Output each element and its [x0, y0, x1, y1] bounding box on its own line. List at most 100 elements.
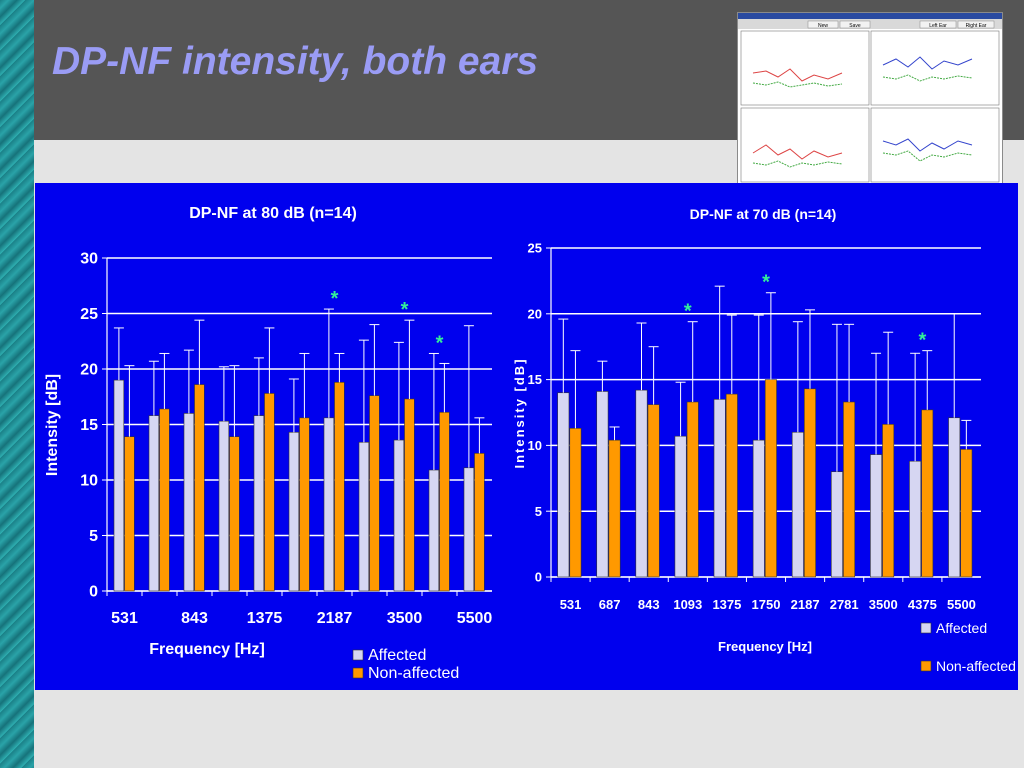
thumbnail-toolbar-save: Save [849, 23, 861, 29]
thumbnail-toolbar-right-ear: Right Ear [966, 23, 987, 29]
significance-marker: * [436, 332, 444, 354]
bar-non-affected [369, 395, 380, 592]
x-tick-label: 2187 [317, 610, 353, 627]
bar-affected [752, 439, 765, 578]
bar-affected [463, 467, 475, 592]
bar-affected [393, 439, 405, 592]
legend-label-affected: Affected [368, 647, 426, 664]
x-tick-label: 4375 [908, 597, 937, 612]
x-tick-label: 531 [111, 610, 138, 627]
bar-non-affected [569, 427, 582, 578]
bar-affected [148, 415, 160, 592]
bar-affected [428, 469, 440, 592]
x-tick-label: 843 [638, 597, 660, 612]
x-tick-label: 1093 [673, 597, 702, 612]
bar-non-affected [686, 401, 699, 578]
x-tick-label: 5500 [947, 597, 976, 612]
bar-non-affected [404, 398, 415, 592]
y-tick-label: 15 [528, 372, 542, 387]
y-tick-label: 30 [80, 251, 98, 268]
chart-panel-80db: DP-NF at 80 dB (n=14) 0 5 10 15 20 25 30 531 843 1… [35, 183, 511, 690]
thumbnail-toolbar: New Save Left Ear Right Ear [807, 20, 995, 29]
bar-non-affected [882, 424, 895, 578]
bar-non-affected [804, 388, 816, 578]
y-axis-label: Intensity [dB] [512, 357, 527, 468]
y-tick-label: 25 [80, 306, 98, 323]
bar-affected [596, 391, 609, 578]
x-tick-label: 1750 [752, 597, 781, 612]
bar-non-affected [439, 411, 450, 592]
bar-non-affected [474, 453, 485, 592]
y-tick-label: 10 [80, 473, 98, 490]
screenshot-thumbnail-icon: New Save Left Ear Right Ear [737, 12, 1003, 186]
y-axis-label: Intensity [dB] [44, 374, 61, 476]
y-tick-label: 10 [528, 438, 542, 453]
bar-affected [909, 460, 922, 578]
significance-marker: * [918, 330, 926, 352]
bar-affected [830, 471, 843, 578]
bar-affected [113, 379, 125, 592]
bar-non-affected [647, 404, 660, 578]
bar-non-affected [608, 439, 621, 578]
x-tick-label: 3500 [387, 610, 423, 627]
chart-70db: DP-NF at 70 dB (n=14) 0 5 10 15 20 25 531 687 843… [512, 206, 1016, 674]
bar-non-affected [960, 449, 973, 578]
x-tick-label: 687 [599, 597, 621, 612]
x-tick-label: 843 [181, 610, 208, 627]
y-tick-label: 5 [89, 528, 98, 545]
bar-affected [635, 389, 648, 578]
bar-non-affected [299, 417, 310, 592]
chart-panel-70db: DP-NF at 70 dB (n=14) 0 5 10 15 20 25 531 687 843… [511, 183, 1018, 690]
bar-affected [253, 415, 265, 592]
y-tick-label: 0 [535, 570, 542, 585]
thumbnail-toolbar-left-ear: Left Ear [929, 23, 947, 29]
y-tick-label: 5 [535, 504, 542, 519]
bar-non-affected [764, 379, 777, 578]
bar-affected [674, 435, 687, 578]
y-tick-label: 25 [528, 241, 542, 256]
x-tick-label: 2187 [791, 597, 820, 612]
bar-affected [557, 392, 570, 578]
bar-affected [713, 399, 726, 578]
bar-affected [791, 431, 804, 578]
x-tick-label: 5500 [457, 610, 493, 627]
y-tick-label: 0 [89, 584, 98, 601]
legend-label-affected: Affected [936, 620, 987, 636]
x-tick-label: 2781 [830, 597, 859, 612]
significance-marker: * [762, 272, 770, 294]
bar-affected [358, 441, 370, 592]
bar-affected [323, 417, 335, 592]
thumbnail-toolbar-new: New [818, 23, 828, 29]
y-tick-label: 20 [528, 306, 542, 321]
bar-non-affected [725, 393, 738, 578]
x-tick-label: 1375 [247, 610, 283, 627]
legend-swatch-non-affected [352, 667, 364, 679]
chart-title: DP-NF at 70 dB (n=14) [690, 206, 837, 222]
bar-non-affected [264, 393, 275, 592]
bar-non-affected [159, 408, 170, 592]
bar-affected [288, 431, 300, 592]
decorative-sidebar [0, 0, 34, 768]
bar-affected [870, 454, 883, 578]
bar-affected [183, 413, 195, 592]
significance-marker: * [401, 299, 409, 321]
bar-non-affected [843, 401, 856, 578]
legend-swatch-affected [920, 622, 932, 634]
legend-label-non-affected: Non-affected [936, 658, 1016, 674]
chart-title: DP-NF at 80 dB (n=14) [189, 205, 357, 222]
x-tick-label: 1375 [712, 597, 741, 612]
y-tick-label: 20 [80, 362, 98, 379]
legend-swatch-affected [352, 649, 364, 661]
y-tick-label: 15 [80, 417, 98, 434]
x-tick-label: 531 [560, 597, 582, 612]
significance-marker: * [331, 288, 339, 310]
slide-title: DP-NF intensity, both ears [52, 40, 539, 83]
x-axis-label: Frequency [Hz] [718, 639, 812, 654]
bar-non-affected [124, 436, 135, 592]
x-axis-label: Frequency [Hz] [149, 641, 265, 658]
bar-affected [218, 420, 230, 592]
legend-swatch-non-affected [920, 660, 932, 672]
chart-80db: DP-NF at 80 dB (n=14) 0 5 10 15 20 25 30 531 843 1… [44, 205, 493, 682]
legend-label-non-affected: Non-affected [368, 665, 459, 682]
bar-non-affected [229, 436, 240, 592]
